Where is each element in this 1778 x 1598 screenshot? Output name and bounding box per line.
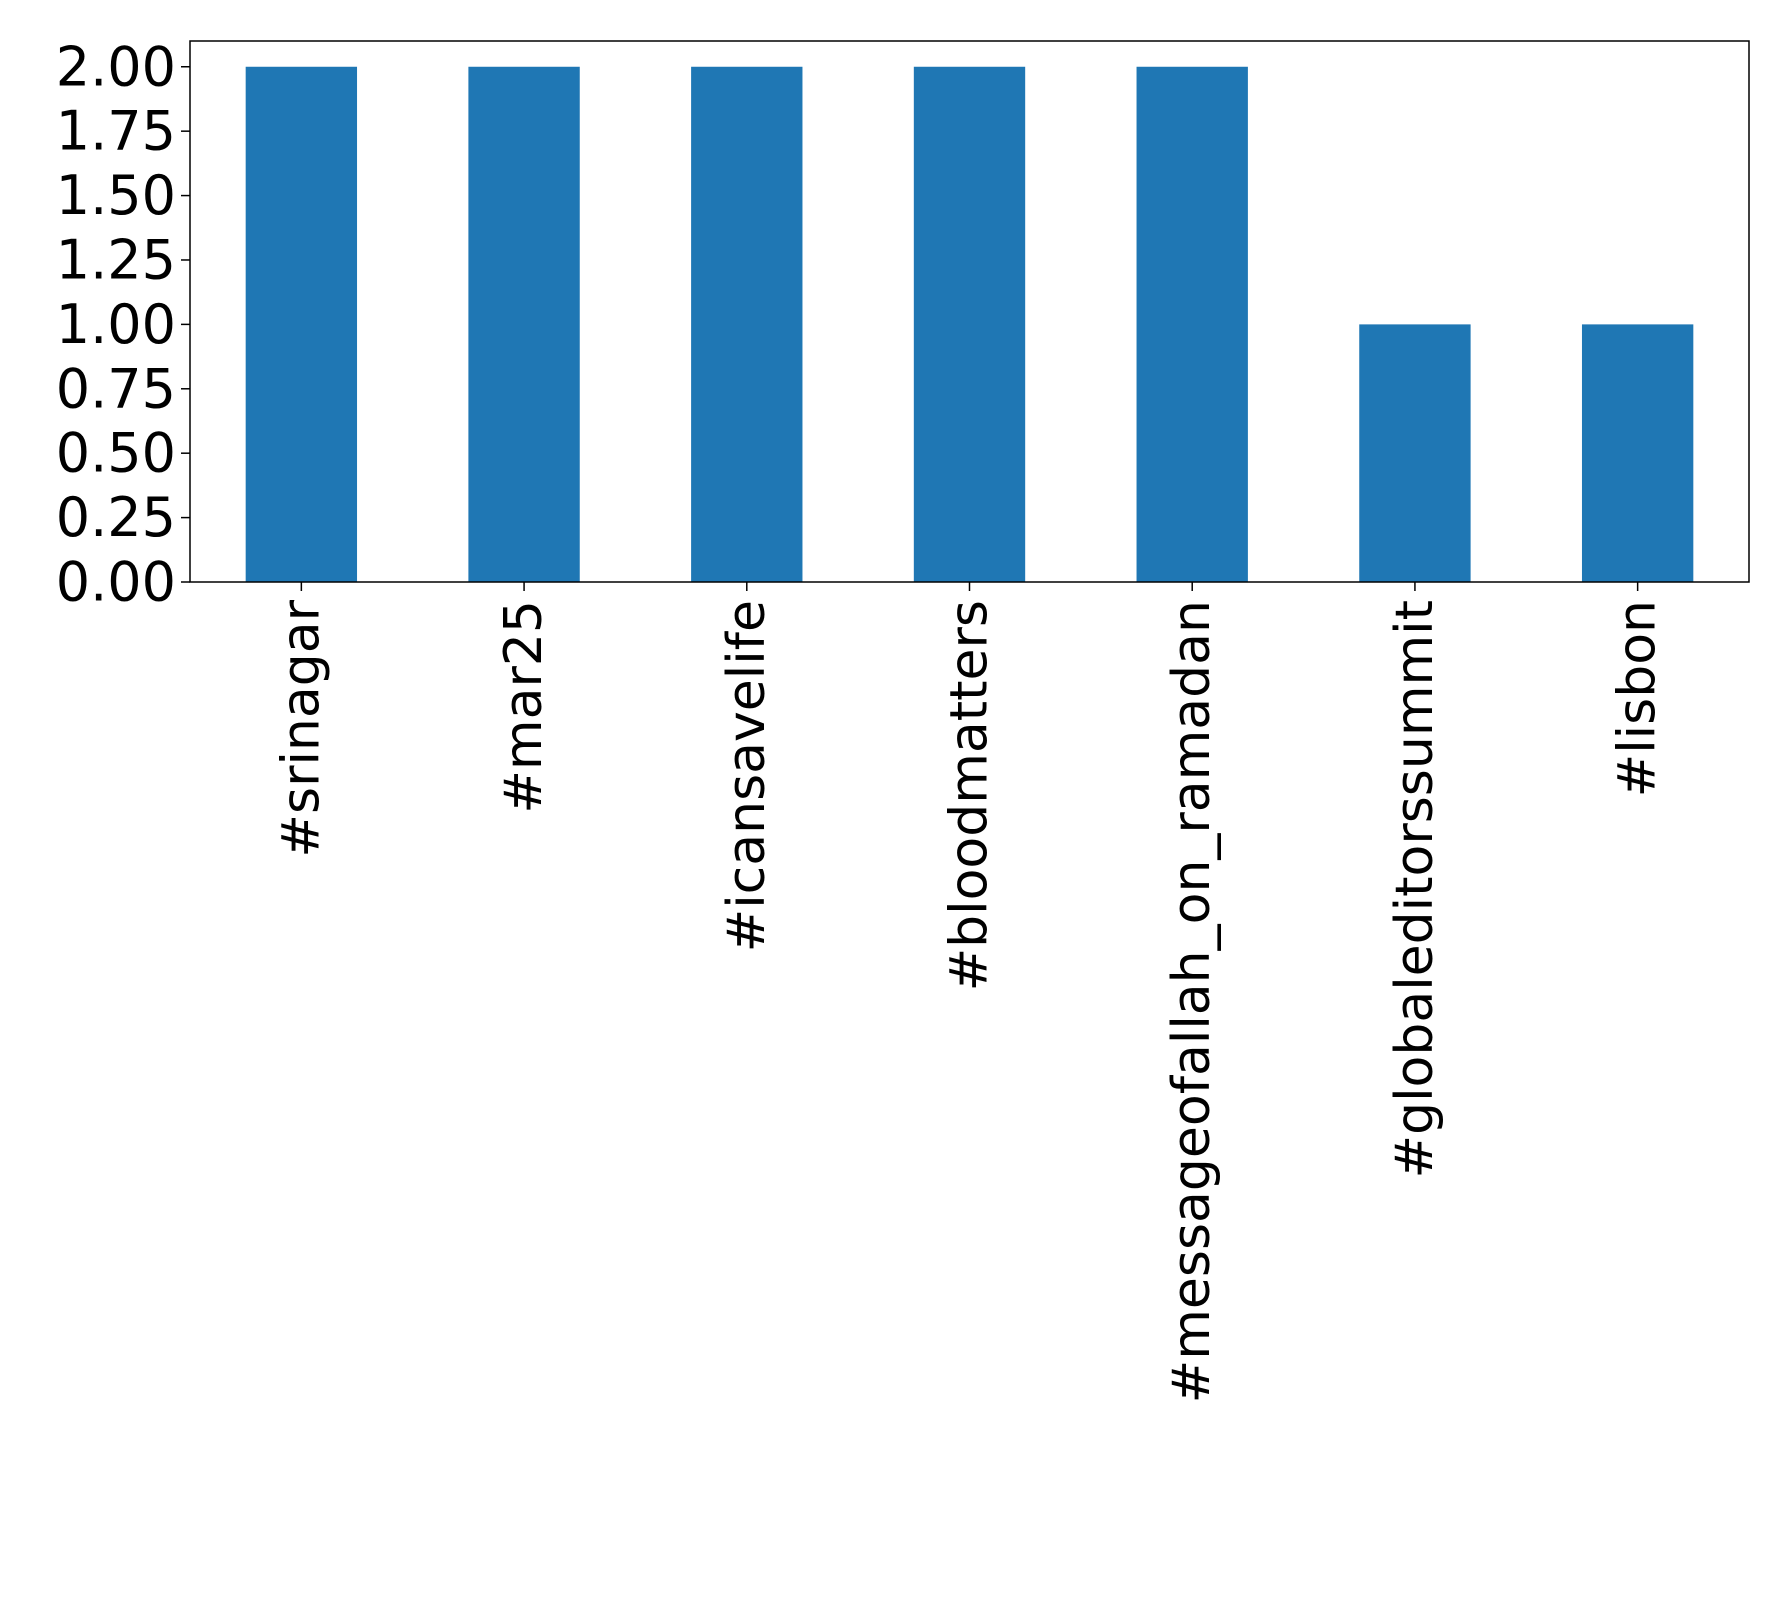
y-tick-label: 0.25	[56, 486, 176, 549]
bar	[1581, 324, 1694, 582]
y-tick-label: 1.75	[56, 100, 176, 163]
bar	[913, 66, 1026, 582]
y-axis-ticks: 0.000.250.500.751.001.251.501.752.00	[56, 35, 190, 614]
plot-area-frame	[189, 40, 1750, 583]
y-tick-label: 0.50	[56, 422, 176, 485]
x-tick-label: #bloodmatters	[940, 600, 1000, 991]
x-tick-label: #mar25	[494, 600, 554, 814]
x-axis-ticks: #srinagar #mar25 #icansavelife #bloodmatter…	[271, 582, 1668, 1403]
x-tick-label: #globaleditorssummit	[1385, 600, 1445, 1178]
x-tick-label: #icansavelife	[717, 600, 777, 952]
x-tick-label: #messageofallah_on_ramadan	[1162, 600, 1222, 1403]
y-tick-label: 0.75	[56, 357, 176, 420]
bar	[1136, 66, 1248, 582]
x-tick-label: #srinagar	[271, 599, 331, 857]
y-tick-label: 1.50	[56, 164, 176, 227]
bar	[691, 66, 803, 582]
bar	[468, 66, 580, 582]
y-tick-label: 0.00	[56, 551, 176, 614]
y-tick-label: 1.00	[56, 293, 176, 356]
bars-layer	[245, 66, 1694, 582]
x-tick-label: #lisbon	[1608, 600, 1668, 797]
y-tick-label: 1.25	[56, 228, 176, 291]
bar	[1359, 324, 1471, 582]
y-tick-label: 2.00	[56, 35, 176, 98]
bar	[245, 66, 358, 582]
